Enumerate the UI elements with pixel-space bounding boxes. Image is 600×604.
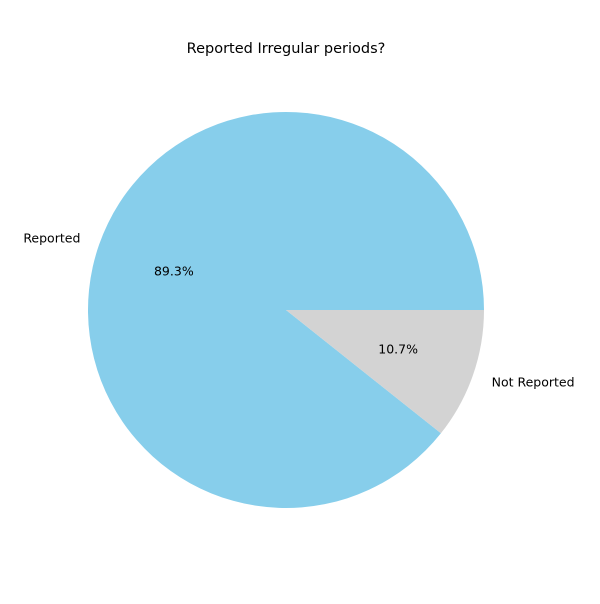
pie-slices <box>88 111 485 508</box>
slice-label-not-reported: Not Reported <box>492 374 575 389</box>
slice-label-reported: Reported <box>23 231 80 246</box>
pie-slice-not-reported <box>286 310 484 434</box>
pie-labels: Reported 89.3% Not Reported 10.7% <box>23 231 574 390</box>
chart-title: Reported Irregular periods? <box>187 41 386 57</box>
pie-slice-reported <box>88 111 485 508</box>
slice-percent-reported: 89.3% <box>154 263 194 278</box>
slice-percent-not-reported: 10.7% <box>378 342 418 357</box>
